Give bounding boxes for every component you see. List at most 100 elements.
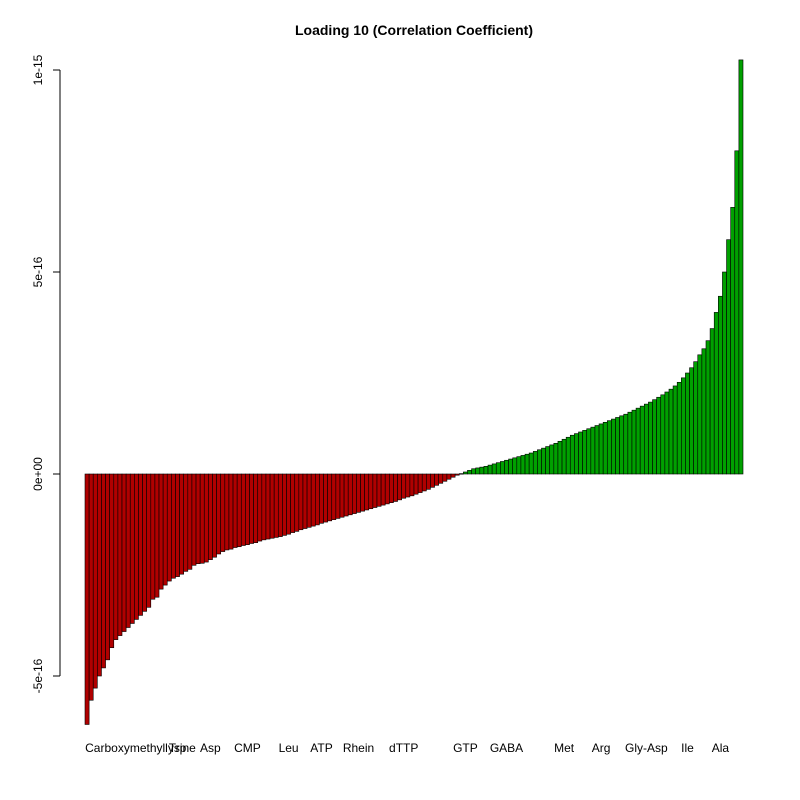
- bar-negative: [282, 474, 286, 535]
- bar-negative: [393, 474, 397, 501]
- bar-positive: [698, 355, 702, 474]
- bar-negative: [221, 474, 225, 552]
- x-category-label: Leu: [279, 741, 299, 755]
- bar-negative: [147, 474, 151, 607]
- bar-negative: [250, 474, 254, 543]
- bar-negative: [245, 474, 249, 545]
- x-category-label: Met: [554, 741, 575, 755]
- bar-positive: [636, 408, 640, 474]
- bar-negative: [426, 474, 430, 489]
- bar-negative: [155, 474, 159, 597]
- bar-negative: [324, 474, 328, 522]
- bar-negative: [274, 474, 278, 537]
- bar-negative: [307, 474, 311, 527]
- bar-positive: [496, 463, 500, 474]
- bars-group: [85, 60, 743, 725]
- bar-negative: [291, 474, 295, 533]
- bar-positive: [677, 382, 681, 474]
- bar-negative: [340, 474, 344, 517]
- x-category-label: Gly-Asp: [625, 741, 668, 755]
- x-category-label: Ile: [681, 741, 694, 755]
- bar-negative: [348, 474, 352, 515]
- bar-negative: [171, 474, 175, 578]
- bar-positive: [628, 412, 632, 474]
- bar-positive: [541, 448, 545, 474]
- bar-negative: [184, 474, 188, 571]
- bar-positive: [579, 432, 583, 474]
- bar-positive: [476, 468, 480, 474]
- bar-positive: [472, 469, 476, 474]
- bar-negative: [258, 474, 262, 541]
- bar-positive: [546, 447, 550, 474]
- bar-negative: [278, 474, 282, 537]
- bar-negative: [410, 474, 414, 496]
- bar-positive: [616, 417, 620, 474]
- bar-negative: [389, 474, 393, 503]
- bar-negative: [266, 474, 270, 539]
- bar-positive: [504, 460, 508, 474]
- bar-positive: [566, 437, 570, 474]
- bar-positive: [739, 60, 743, 474]
- bar-positive: [648, 402, 652, 474]
- bar-positive: [607, 421, 611, 474]
- bar-negative: [455, 474, 459, 475]
- bar-negative: [97, 474, 101, 676]
- bar-negative: [208, 474, 212, 560]
- bar-positive: [665, 392, 669, 474]
- bar-positive: [570, 435, 574, 474]
- bar-negative: [303, 474, 307, 529]
- bar-positive: [722, 272, 726, 474]
- bar-positive: [537, 450, 541, 474]
- bar-negative: [430, 474, 434, 487]
- bar-negative: [200, 474, 204, 563]
- bar-negative: [101, 474, 105, 668]
- bar-negative: [443, 474, 447, 481]
- bar-negative: [143, 474, 147, 611]
- bar-positive: [694, 362, 698, 474]
- bar-negative: [373, 474, 377, 508]
- bar-negative: [180, 474, 184, 574]
- bar-positive: [718, 296, 722, 474]
- bar-positive: [558, 441, 562, 474]
- bar-positive: [644, 404, 648, 474]
- bar-negative: [365, 474, 369, 510]
- bar-negative: [315, 474, 319, 525]
- bar-positive: [661, 395, 665, 474]
- bar-negative: [237, 474, 241, 547]
- bar-negative: [163, 474, 167, 585]
- bar-negative: [414, 474, 418, 494]
- bar-negative: [451, 474, 455, 477]
- bar-positive: [731, 207, 735, 474]
- bar-positive: [517, 457, 521, 474]
- bar-negative: [225, 474, 229, 550]
- bar-positive: [624, 414, 628, 474]
- bar-positive: [492, 464, 496, 474]
- bar-positive: [735, 151, 739, 474]
- bar-positive: [710, 329, 714, 474]
- bar-positive: [484, 466, 488, 474]
- bar-positive: [702, 349, 706, 474]
- bar-positive: [685, 373, 689, 474]
- bar-negative: [352, 474, 356, 514]
- bar-negative: [151, 474, 155, 599]
- bar-positive: [463, 472, 467, 474]
- bar-negative: [254, 474, 258, 543]
- bar-negative: [229, 474, 233, 549]
- x-category-label: Rhein: [343, 741, 374, 755]
- bar-positive: [690, 368, 694, 474]
- bar-negative: [167, 474, 171, 581]
- bar-positive: [595, 426, 599, 474]
- bar-negative: [385, 474, 389, 504]
- bar-positive: [681, 378, 685, 474]
- bar-negative: [89, 474, 93, 700]
- x-category-label: Asp: [200, 741, 221, 755]
- bar-positive: [509, 459, 513, 474]
- bar-negative: [204, 474, 208, 562]
- bar-positive: [706, 341, 710, 474]
- bar-positive: [521, 455, 525, 474]
- bar-negative: [93, 474, 97, 688]
- bar-negative: [188, 474, 192, 569]
- bar-negative: [402, 474, 406, 498]
